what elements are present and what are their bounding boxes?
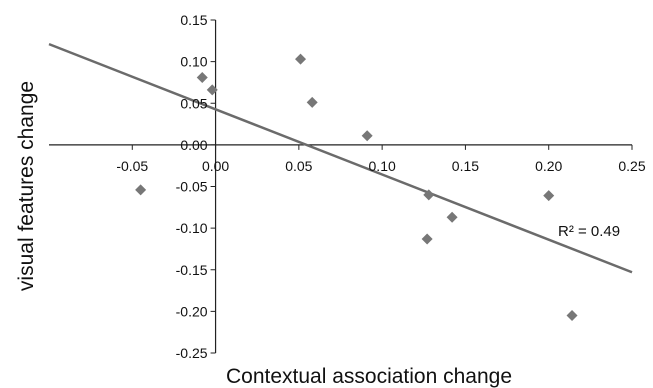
x-axis-title: Contextual association change	[226, 365, 512, 388]
x-tick-label: 0.05	[285, 158, 312, 174]
data-point	[361, 130, 373, 142]
data-point	[135, 184, 147, 196]
y-tick-label: -0.20	[176, 303, 208, 319]
data-point	[295, 53, 307, 65]
x-tick-label: 0.15	[452, 158, 479, 174]
axes	[49, 19, 633, 354]
data-point	[566, 310, 578, 322]
x-tick-label: 0.00	[202, 158, 229, 174]
y-tick-label: -0.10	[176, 220, 208, 236]
data-point	[196, 71, 208, 83]
y-tick-label: -0.15	[176, 262, 208, 278]
y-tick-label: -0.25	[176, 345, 208, 361]
trendline	[48, 42, 633, 274]
data-point	[421, 233, 433, 245]
r-squared-annotation: R² = 0.49	[558, 223, 620, 240]
data-point	[446, 211, 458, 223]
x-tick-labels: -0.05 0.00 0.05 0.10 0.15 0.20 0.25	[116, 158, 646, 174]
y-tick-label: -0.05	[176, 179, 208, 195]
x-tick-label: 0.10	[369, 158, 396, 174]
trendline-layer	[48, 42, 633, 274]
data-point	[543, 190, 555, 202]
x-tick-label: -0.05	[116, 158, 148, 174]
points-layer	[135, 53, 578, 322]
y-tick-label: 0.10	[180, 54, 207, 70]
y-tick-label: 0.15	[180, 12, 207, 28]
y-tick-label: 0.05	[180, 95, 207, 111]
y-tick-label: 0.00	[180, 137, 207, 153]
data-point	[306, 96, 318, 108]
data-point	[206, 84, 218, 96]
y-tick-labels: 0.15 0.10 0.05 0.00 -0.05 -0.10 -0.15 -0.20 -0.2…	[176, 12, 208, 361]
data-point	[423, 189, 435, 201]
y-axis-title: visual features change	[15, 81, 38, 291]
x-tick-label: 0.20	[535, 158, 562, 174]
x-tick-label: 0.25	[618, 158, 645, 174]
